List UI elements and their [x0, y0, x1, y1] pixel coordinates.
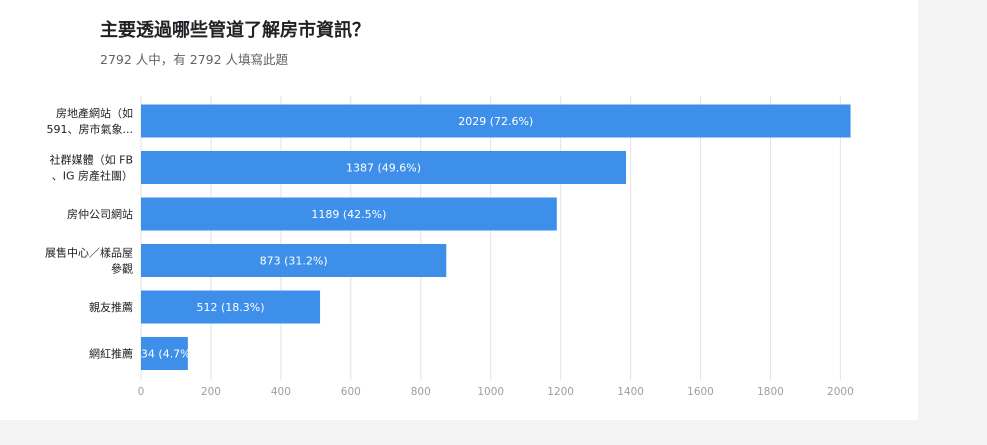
bar-data-label: 134 (4.7%)	[134, 348, 195, 361]
x-tick-label: 400	[271, 386, 291, 398]
x-tick-label: 200	[201, 386, 221, 398]
x-tick-label: 800	[411, 386, 431, 398]
x-tick-label: 1000	[477, 386, 504, 398]
x-tick-label: 1600	[687, 386, 714, 398]
bar	[141, 151, 627, 184]
x-tick-label: 1200	[547, 386, 574, 398]
category-label: 591、房市氣象...	[47, 122, 134, 136]
x-tick-label: 1800	[757, 386, 784, 398]
category-label: 親友推薦	[89, 300, 133, 314]
page-background-bottom	[0, 420, 987, 445]
category-label: 房仲公司網站	[67, 207, 133, 221]
bar	[141, 197, 557, 231]
bar-data-label: 2029 (72.6%)	[458, 115, 533, 128]
page-background	[918, 0, 987, 445]
x-tick-label: 600	[341, 386, 361, 398]
bar	[141, 244, 447, 277]
x-tick-label: 1400	[617, 386, 644, 398]
bar-data-label: 1189 (42.5%)	[311, 208, 386, 221]
chart-title: 主要透過哪些管道了解房市資訊？	[100, 20, 370, 41]
bar	[141, 104, 851, 138]
x-tick-label: 2000	[827, 386, 854, 398]
bar	[141, 337, 188, 370]
category-label: 網紅推薦	[89, 347, 133, 361]
category-label: 社群媒體（如 FB	[50, 153, 133, 167]
category-label: 參觀	[111, 262, 133, 276]
category-label: 房地產網站（如	[56, 106, 133, 120]
x-tick-label: 0	[138, 386, 145, 398]
chart-subtitle: 2792 人中，有 2792 人填寫此題	[100, 52, 289, 67]
bar-data-label: 1387 (49.6%)	[346, 162, 421, 175]
bar-data-label: 512 (18.3%)	[197, 301, 265, 314]
category-label: 、IG 房產社團）	[52, 169, 133, 183]
category-label: 展售中心／樣品屋	[45, 246, 133, 260]
bar	[141, 290, 321, 324]
bar-chart: 2029 (72.6%) 1387 (49.6%) 1189 (42.5%) 873 …	[45, 96, 854, 398]
bar-data-label: 873 (31.2%)	[260, 255, 328, 268]
